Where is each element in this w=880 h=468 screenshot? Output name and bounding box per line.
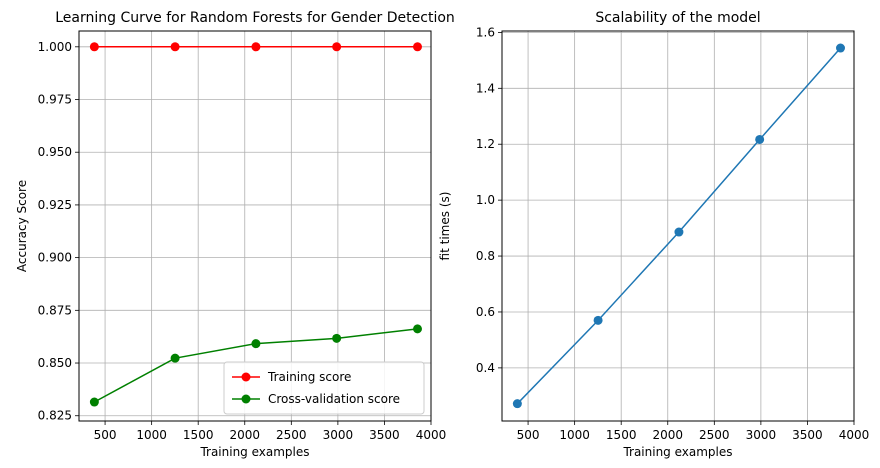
x-tick-label: 1000 <box>559 428 590 442</box>
x-tick-label: 2000 <box>652 428 683 442</box>
x-tick-label: 3000 <box>746 428 777 442</box>
legend-box <box>223 361 425 415</box>
learning-curve-chart: 500 1000 1500 2000 2500 3000 3500 4000 0.8250.8… <box>15 10 455 459</box>
x-tick-label: 1500 <box>606 428 637 442</box>
plot-frame <box>501 30 855 422</box>
y-ticks: 0.4 0.6 0.8 1.0 1.2 1.4 1.6 <box>476 25 502 375</box>
y-tick-label: 1.0 <box>476 193 495 207</box>
series-group <box>512 43 845 409</box>
data-point <box>251 42 261 52</box>
x-tick-label: 1000 <box>136 428 167 442</box>
y-tick-label: 1.000 <box>38 40 72 54</box>
y-tick-label: 1.6 <box>476 25 495 39</box>
x-tick-label: 2500 <box>699 428 730 442</box>
data-point <box>412 42 422 52</box>
legend-label: Cross-validation score <box>268 392 400 406</box>
x-tick-label: 2000 <box>229 428 260 442</box>
y-tick-label: 0.900 <box>38 251 72 265</box>
series-line <box>516 47 842 405</box>
x-ticks: 500 1000 1500 2000 2500 3000 3500 4000 <box>517 421 870 442</box>
x-tick-label: 4000 <box>839 428 870 442</box>
data-point <box>170 353 180 363</box>
data-point <box>412 324 422 334</box>
y-tick-label: 0.975 <box>38 93 72 107</box>
x-tick-label: 3500 <box>792 428 823 442</box>
x-tick-label: 3500 <box>369 428 400 442</box>
legend-label: Training score <box>267 370 351 384</box>
data-point <box>332 333 342 343</box>
data-point <box>755 134 765 144</box>
x-tick-label: 1500 <box>183 428 214 442</box>
legend-marker <box>241 394 251 404</box>
data-point <box>89 42 99 52</box>
y-axis-label: Accuracy Score <box>15 180 29 272</box>
data-point <box>593 315 603 325</box>
y-tick-label: 0.925 <box>38 198 72 212</box>
y-tick-label: 1.2 <box>476 137 495 151</box>
legend: Training score Cross-validation score <box>223 361 425 415</box>
grid <box>502 31 855 421</box>
x-tick-label: 500 <box>94 428 117 442</box>
x-axis-label: Training examples <box>199 445 309 459</box>
data-point <box>332 42 342 52</box>
y-tick-label: 0.850 <box>38 356 72 370</box>
x-ticks: 500 1000 1500 2000 2500 3000 3500 4000 <box>94 421 447 442</box>
legend-marker <box>241 372 251 382</box>
series-group <box>89 42 422 407</box>
data-point <box>251 339 261 349</box>
y-ticks: 0.825 0.850 0.875 0.900 0.925 0.950 0.975 1.000 <box>38 40 79 423</box>
data-point <box>89 397 99 407</box>
data-point <box>170 42 180 52</box>
y-tick-label: 0.950 <box>38 145 72 159</box>
chart-title: Scalability of the model <box>595 10 760 26</box>
y-tick-label: 0.6 <box>476 305 495 319</box>
x-tick-label: 500 <box>517 428 540 442</box>
data-point <box>835 43 845 53</box>
y-tick-label: 0.875 <box>38 303 72 317</box>
data-point <box>674 227 684 237</box>
y-tick-label: 0.8 <box>476 249 495 263</box>
x-tick-label: 2500 <box>276 428 307 442</box>
data-point <box>512 399 522 409</box>
y-axis-label: fit times (s) <box>438 192 452 261</box>
x-tick-label: 4000 <box>416 428 447 442</box>
plot-frame <box>78 30 432 422</box>
y-tick-label: 1.4 <box>476 81 495 95</box>
y-tick-label: 0.4 <box>476 361 495 375</box>
scalability-chart: 500 1000 1500 2000 2500 3000 3500 4000 0.40.60.… <box>438 10 869 459</box>
x-tick-label: 3000 <box>323 428 354 442</box>
x-axis-label: Training examples <box>622 445 732 459</box>
chart-title: Learning Curve for Random Forests for Ge… <box>55 10 455 26</box>
grid <box>79 31 432 421</box>
y-tick-label: 0.825 <box>38 409 72 423</box>
